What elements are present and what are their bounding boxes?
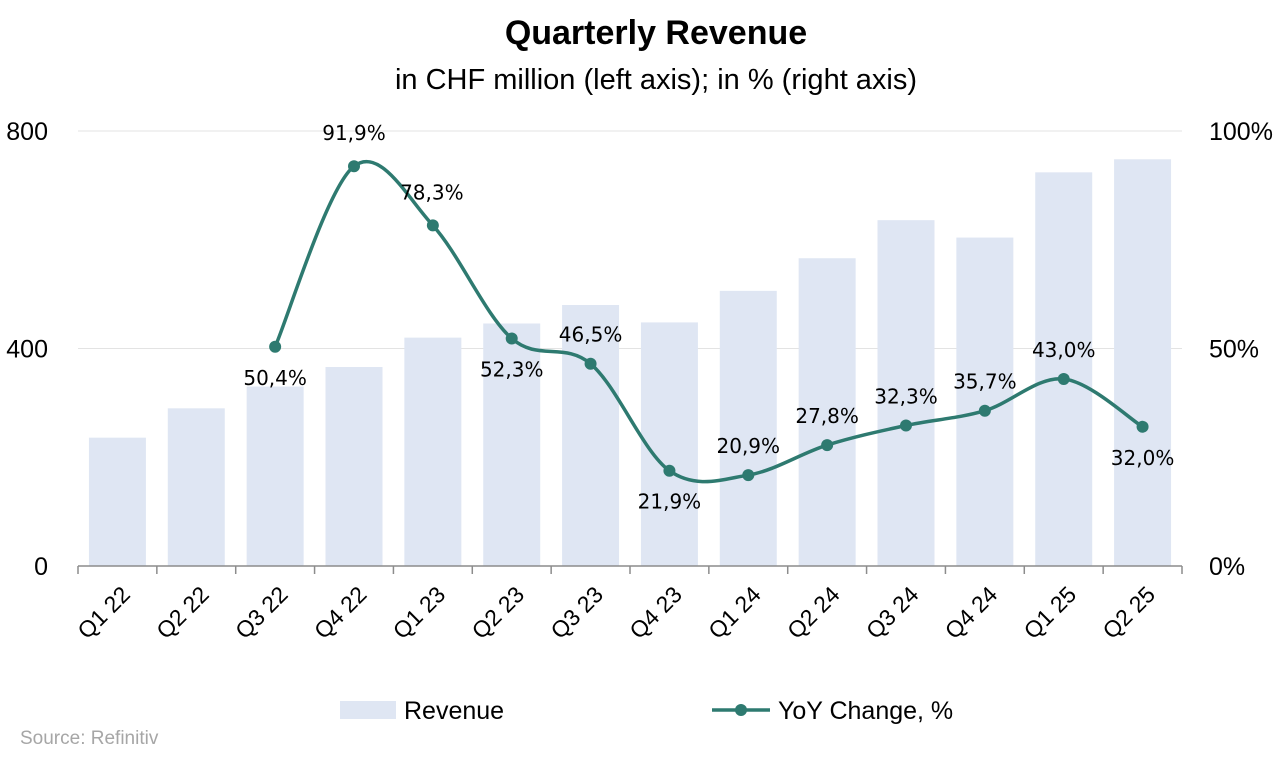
- x-tick-label: Q3 22: [230, 581, 293, 644]
- legend-yoy-marker: [735, 704, 747, 716]
- yoy-data-label: 27,8%: [795, 404, 859, 428]
- legend: Revenue YoY Change, %: [340, 697, 953, 725]
- yoy-data-label: 43,0%: [1032, 338, 1096, 362]
- x-tick-label: Q3 24: [861, 581, 924, 644]
- yoy-point-q3-23: [584, 357, 597, 370]
- yoy-data-label: 20,9%: [717, 434, 781, 458]
- revenue-bar-q1-24: [719, 290, 777, 566]
- yoy-data-label: 32,0%: [1111, 446, 1175, 470]
- legend-yoy-label: YoY Change, %: [778, 697, 953, 725]
- x-tick-label: Q1 22: [72, 581, 135, 644]
- revenue-bar-q2-24: [798, 258, 856, 566]
- yoy-data-label: 35,7%: [953, 370, 1017, 394]
- revenue-bars: [88, 159, 1172, 567]
- yoy-point-q4-22: [348, 160, 360, 173]
- y-tick-labels: 0 400 800 0% 50% 100%: [6, 118, 1273, 581]
- legend-revenue-swatch: [340, 701, 396, 719]
- yoy-point-q4-23: [663, 464, 676, 477]
- y-left-tick-label: 0: [34, 553, 48, 581]
- x-tick-label: Q2 22: [151, 581, 214, 644]
- revenue-bar-q2-23: [483, 323, 541, 566]
- chart-title: Quarterly Revenue: [505, 14, 807, 52]
- y-right-tick-label: 50%: [1209, 336, 1259, 364]
- revenue-bar-q4-22: [325, 366, 383, 566]
- y-right-tick-label: 0%: [1209, 553, 1245, 581]
- x-tick-label: Q4 22: [309, 581, 372, 644]
- revenue-bar-q1-23: [404, 337, 462, 566]
- yoy-data-label: 78,3%: [400, 180, 464, 204]
- revenue-bar-q1-25: [1035, 172, 1093, 566]
- x-tick-label: Q2 24: [782, 581, 845, 644]
- x-tick-label: Q2 25: [1097, 581, 1160, 644]
- yoy-point-q1-25: [1057, 372, 1070, 385]
- yoy-point-q1-23: [426, 219, 439, 232]
- yoy-data-label: 91,9%: [322, 121, 386, 145]
- yoy-point-q2-25: [1136, 420, 1149, 433]
- y-left-tick-label: 400: [6, 336, 48, 364]
- chart-subtitle: in CHF million (left axis); in % (right …: [395, 64, 917, 96]
- data-labels: 50,4% 91,9% 78,3% 52,3% 46,5% 21,9% 20,9% 27,8%…: [243, 121, 1175, 514]
- yoy-data-label: 50,4%: [243, 366, 307, 390]
- source-note: Source: Refinitiv: [20, 728, 159, 749]
- y-left-tick-label: 800: [6, 118, 48, 146]
- x-tick-label: Q4 24: [940, 581, 1003, 644]
- x-tick-label: Q2 23: [467, 581, 530, 644]
- yoy-point-q3-22: [269, 340, 282, 353]
- yoy-point-q3-24: [900, 419, 912, 432]
- revenue-bar-q2-22: [167, 408, 225, 566]
- x-tick-label: Q1 23: [388, 581, 451, 644]
- revenue-bar-q3-24: [877, 220, 935, 567]
- x-tick-label: Q1 24: [703, 581, 766, 644]
- yoy-data-label: 52,3%: [480, 357, 544, 381]
- gridlines: [78, 130, 1182, 349]
- x-tick-label: Q1 25: [1019, 581, 1082, 644]
- x-tick-label: Q3 23: [545, 581, 608, 644]
- revenue-bar-q2-25: [1114, 159, 1172, 566]
- revenue-bar-q3-22: [246, 386, 304, 566]
- yoy-point-q2-23: [505, 332, 518, 345]
- yoy-data-label: 21,9%: [638, 490, 702, 514]
- x-tick-labels: Q1 22 Q2 22 Q3 22 Q4 22 Q1 23 Q2 23 Q3 23 Q4 23…: [72, 581, 1160, 644]
- legend-revenue-label: Revenue: [404, 697, 504, 725]
- yoy-point-q4-24: [978, 404, 991, 417]
- x-tick-label: Q4 23: [624, 581, 687, 644]
- yoy-data-label: 46,5%: [559, 323, 623, 347]
- revenue-bar-q3-23: [562, 305, 620, 566]
- revenue-bar-q4-23: [640, 322, 698, 566]
- axes: [77, 565, 1183, 574]
- yoy-point-q2-24: [821, 439, 834, 452]
- revenue-bar-q1-22: [88, 437, 146, 566]
- yoy-line: [269, 159, 1149, 484]
- yoy-data-label: 32,3%: [874, 384, 938, 408]
- yoy-point-q1-24: [742, 469, 755, 482]
- y-right-tick-label: 100%: [1209, 118, 1273, 146]
